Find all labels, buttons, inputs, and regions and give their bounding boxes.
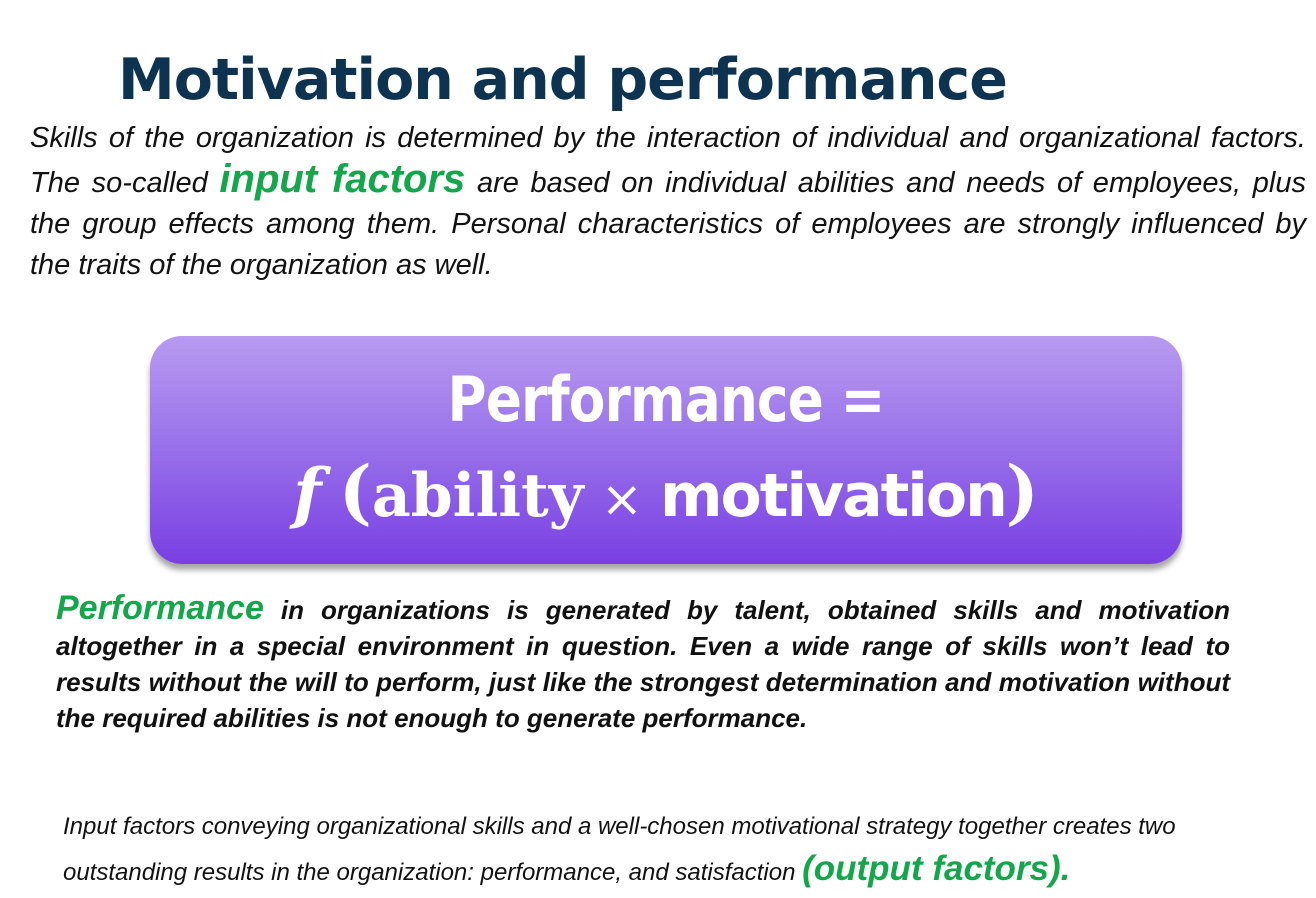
intro-text-before: Skills of the organization is determined… — [30, 122, 1306, 199]
intro-paragraph: Skills of the organization is determined… — [30, 118, 1306, 286]
open-paren: ( — [338, 450, 372, 533]
input-factors-highlight: input factors — [219, 157, 466, 201]
performance-highlight: Performance — [56, 589, 264, 627]
formula-motivation: motivation — [660, 461, 1008, 531]
formula-line-1: Performance = — [447, 363, 885, 436]
output-paragraph: Input factors conveying organizational s… — [63, 806, 1293, 894]
close-paren: ) — [1005, 450, 1039, 533]
performance-paragraph: Performance in organizations is generate… — [56, 590, 1230, 736]
page-title: Motivation and performance — [118, 47, 1008, 113]
function-symbol: f — [293, 454, 322, 532]
output-text: Input factors conveying organizational s… — [63, 813, 1176, 886]
times-symbol: × — [600, 470, 643, 528]
output-factors-highlight: (output factors). — [802, 849, 1071, 888]
intro-text-after: are based on individual abilities and ne… — [30, 167, 1306, 281]
formula-line-2: f (ability × motivation) — [150, 444, 1182, 547]
formula-ability: ability — [371, 461, 584, 531]
performance-text: in organizations is generated by talent,… — [56, 595, 1230, 733]
formula-box: Performance = f (ability × motivation) — [150, 336, 1182, 564]
